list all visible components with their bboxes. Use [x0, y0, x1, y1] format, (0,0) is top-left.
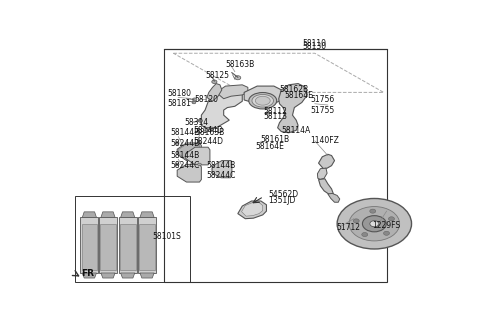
Polygon shape: [317, 168, 327, 179]
Polygon shape: [83, 273, 96, 278]
Text: 58314: 58314: [185, 118, 209, 127]
Polygon shape: [277, 84, 307, 133]
Ellipse shape: [249, 92, 276, 109]
Circle shape: [175, 142, 179, 144]
Polygon shape: [207, 84, 222, 101]
Circle shape: [362, 215, 386, 232]
Circle shape: [235, 76, 241, 80]
Circle shape: [362, 233, 368, 236]
Text: 58125: 58125: [205, 71, 229, 80]
Text: FR: FR: [82, 269, 95, 278]
Polygon shape: [212, 161, 232, 178]
Polygon shape: [216, 85, 248, 99]
Bar: [100, 224, 116, 270]
Text: 58112: 58112: [264, 107, 288, 115]
Bar: [81, 217, 98, 273]
Circle shape: [337, 198, 411, 249]
Text: 58144B
58244C: 58144B 58244C: [206, 161, 236, 180]
Polygon shape: [238, 201, 266, 219]
Text: 51756
51755: 51756 51755: [310, 95, 334, 115]
Circle shape: [209, 127, 214, 130]
Ellipse shape: [255, 96, 270, 105]
Text: 58113: 58113: [264, 112, 288, 121]
Text: 1140FZ: 1140FZ: [310, 136, 339, 145]
Polygon shape: [101, 212, 115, 217]
Ellipse shape: [252, 94, 274, 107]
Polygon shape: [244, 86, 281, 104]
Text: 58144D
58244D: 58144D 58244D: [193, 126, 223, 146]
Polygon shape: [178, 144, 200, 160]
Bar: [164, 50, 387, 282]
Circle shape: [349, 207, 400, 241]
Circle shape: [198, 142, 202, 144]
Circle shape: [388, 217, 395, 221]
Text: 54562D: 54562D: [268, 190, 299, 199]
Circle shape: [212, 80, 217, 84]
Text: 58114A: 58114A: [281, 126, 310, 135]
Text: 58120: 58120: [194, 95, 218, 104]
Circle shape: [192, 101, 196, 104]
Circle shape: [175, 163, 179, 166]
Text: 58144B
58244C: 58144B 58244C: [170, 151, 200, 170]
Text: 58163B: 58163B: [226, 60, 255, 69]
Polygon shape: [319, 179, 334, 195]
Text: 58101S: 58101S: [152, 232, 181, 241]
Bar: [138, 217, 156, 273]
Polygon shape: [120, 273, 135, 278]
Bar: [99, 217, 117, 273]
Bar: [139, 224, 155, 270]
Text: 58110: 58110: [303, 39, 327, 48]
Polygon shape: [202, 92, 242, 128]
Polygon shape: [186, 147, 210, 165]
Bar: [120, 224, 135, 270]
Text: 51712: 51712: [336, 223, 360, 232]
Polygon shape: [101, 273, 115, 278]
Polygon shape: [241, 202, 263, 216]
Circle shape: [353, 219, 359, 223]
Text: 1351JD: 1351JD: [268, 196, 296, 205]
Text: 58144B
58244D: 58144B 58244D: [170, 128, 200, 148]
Polygon shape: [319, 154, 335, 169]
Text: 58161B: 58161B: [260, 135, 289, 144]
Text: 58180
58181: 58180 58181: [167, 89, 191, 109]
Polygon shape: [83, 212, 96, 217]
Text: 58164E: 58164E: [284, 91, 313, 100]
Text: 58163B: 58163B: [196, 128, 225, 137]
Circle shape: [370, 209, 376, 213]
Text: 58164E: 58164E: [255, 142, 284, 151]
Polygon shape: [177, 143, 202, 161]
Circle shape: [198, 119, 203, 122]
Bar: [82, 224, 97, 270]
Circle shape: [384, 231, 389, 235]
Bar: [75, 196, 190, 282]
Polygon shape: [140, 273, 154, 278]
Text: 58162B: 58162B: [279, 85, 309, 94]
Polygon shape: [328, 194, 340, 202]
Circle shape: [198, 163, 202, 166]
Text: 58130: 58130: [303, 42, 327, 51]
Text: 1229FS: 1229FS: [372, 221, 401, 230]
Polygon shape: [140, 212, 154, 217]
Polygon shape: [120, 212, 135, 217]
Polygon shape: [177, 164, 202, 182]
Circle shape: [370, 221, 379, 227]
Bar: [119, 217, 137, 273]
Circle shape: [192, 98, 197, 101]
